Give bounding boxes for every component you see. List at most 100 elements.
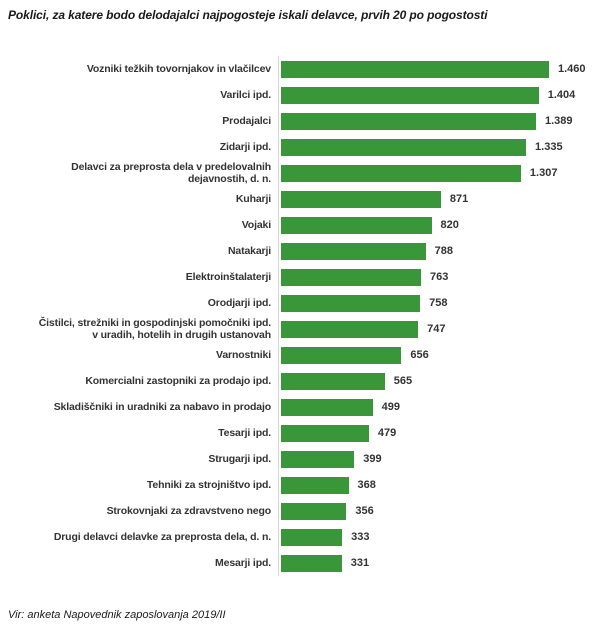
bar-row: Mesarji ipd. 331 [8, 550, 596, 576]
value-label: 1.389 [544, 115, 573, 127]
bar [281, 372, 385, 390]
bar [281, 346, 402, 364]
bar-area: 820 [278, 212, 596, 238]
bar-area: 871 [278, 186, 596, 212]
bar-area: 1.389 [278, 108, 596, 134]
bar [281, 138, 527, 156]
bar-area: 763 [278, 264, 596, 290]
value-label: 1.460 [558, 63, 586, 75]
category-label: Skladiščniki in uradniki za nabavo in pr… [53, 401, 271, 413]
value-label: 399 [363, 453, 382, 465]
bar-row: Drugi delavci delavke za preprosta dela,… [8, 524, 596, 550]
value-label: 1.404 [547, 89, 576, 101]
value-label: 747 [427, 323, 446, 335]
bar-row: Vojaki 820 [8, 212, 596, 238]
bar-row: Zidarji ipd. 1.335 [8, 134, 596, 160]
bar-area: 656 [278, 342, 596, 368]
bar-row: Tesarji ipd. 479 [8, 420, 596, 446]
bar-area: 565 [278, 368, 596, 394]
bar-area: 499 [278, 394, 596, 420]
bar-row: Komercialni zastopniki za prodajo ipd. 56… [8, 368, 596, 394]
value-label: 758 [429, 297, 448, 309]
bar-row: Čistilci, strežniki in gospodinjski pomo… [8, 316, 596, 342]
value-label: 871 [449, 193, 469, 205]
bar [281, 268, 422, 286]
bar-area: 747 [278, 316, 596, 342]
category-label: Vojaki [241, 219, 271, 231]
bar [281, 86, 539, 104]
value-label: 1.307 [529, 167, 558, 179]
bar-area: 356 [278, 498, 596, 524]
category-label: Čistilci, strežniki in gospodinjski pomo… [38, 317, 271, 341]
bar [281, 164, 521, 182]
bar [281, 398, 373, 416]
bar-row: Vozniki težkih tovornjakov in vlačilcev 1… [8, 56, 596, 82]
bar-area: 758 [278, 290, 596, 316]
category-label: Strugarji ipd. [208, 453, 271, 465]
bar-row: Skladiščniki in uradniki za nabavo in pr… [8, 394, 596, 420]
category-label: Elektroinštalaterji [185, 271, 271, 283]
bar-area: 479 [278, 420, 596, 446]
bar-row: Strugarji ipd. 399 [8, 446, 596, 472]
value-label: 788 [434, 245, 453, 257]
bar-row: Kuharji 871 [8, 186, 596, 212]
bar-row: Tehniki za strojništvo ipd. 368 [8, 472, 596, 498]
value-label: 656 [410, 349, 429, 361]
value-label: 763 [430, 271, 449, 283]
bar [281, 450, 355, 468]
bar-row: Strokovnjaki za zdravstveno nego 356 [8, 498, 596, 524]
category-label: Zidarji ipd. [219, 141, 271, 153]
bar [281, 554, 342, 572]
value-label: 356 [355, 505, 374, 517]
bar [281, 424, 369, 442]
bar-area: 331 [278, 550, 596, 576]
category-label: Strokovnjaki za zdravstveno nego [106, 505, 272, 517]
bar-area: 1.460 [278, 56, 596, 82]
category-label: Orodjarji ipd. [207, 297, 271, 309]
category-label: Varilci ipd. [220, 89, 271, 101]
bar [281, 502, 347, 520]
bar-row: Varnostniki 656 [8, 342, 596, 368]
category-label: Kuharji [235, 193, 271, 205]
bar-row: Natakarji 788 [8, 238, 596, 264]
bar [281, 294, 421, 312]
bar-row: Orodjarji ipd. 758 [8, 290, 596, 316]
chart-title: Poklici, za katere bodo delodajalci najp… [8, 8, 488, 22]
category-label: Delavci za preprosta dela v predelovalni… [71, 161, 271, 185]
value-label: 499 [381, 401, 400, 413]
bar-area: 1.404 [278, 82, 596, 108]
bar [281, 112, 536, 130]
bar-area: 368 [278, 472, 596, 498]
bar [281, 60, 549, 78]
bar-row: Varilci ipd. 1.404 [8, 82, 596, 108]
value-label: 820 [440, 219, 459, 231]
bar [281, 242, 426, 260]
bar-area: 1.335 [278, 134, 596, 160]
value-label: 1.335 [535, 141, 563, 153]
bar-area: 333 [278, 524, 596, 550]
bar [281, 190, 441, 208]
bar [281, 528, 343, 546]
category-label: Komercialni zastopniki za prodajo ipd. [85, 375, 271, 387]
value-label: 565 [393, 375, 413, 387]
category-label: Varnostniki [216, 349, 271, 361]
value-label: 333 [351, 531, 370, 543]
value-label: 368 [357, 479, 376, 491]
category-label: Drugi delavci delavke za preprosta dela,… [53, 531, 271, 543]
bar-area: 1.307 [278, 160, 596, 186]
category-label: Tehniki za strojništvo ipd. [146, 479, 271, 491]
bar [281, 320, 419, 338]
value-label: 331 [350, 557, 370, 569]
bar [281, 476, 349, 494]
source-note: Vir: anketa Napovednik zaposlovanja 2019… [8, 609, 226, 621]
category-label: Vozniki težkih tovornjakov in vlačilcev [86, 63, 271, 75]
value-label: 479 [377, 427, 397, 439]
category-label: Natakarji [227, 245, 271, 257]
bar-row: Delavci za preprosta dela v predelovalni… [8, 160, 596, 186]
bar-row: Prodajalci 1.389 [8, 108, 596, 134]
bar [281, 216, 432, 234]
bar-chart: Vozniki težkih tovornjakov in vlačilcev 1… [8, 56, 596, 576]
category-label: Tesarji ipd. [218, 427, 271, 439]
bar-area: 788 [278, 238, 596, 264]
